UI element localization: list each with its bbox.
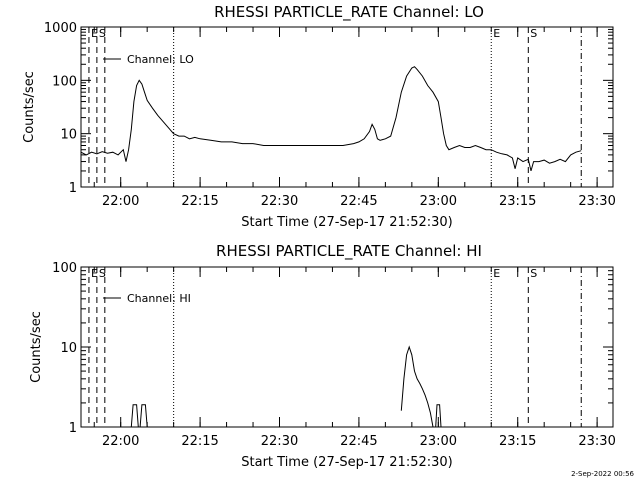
hi-x-tick-label: 22:15: [181, 434, 218, 449]
hi-y-tick-label: 1: [69, 421, 77, 436]
hi-x-axis-label: Start Time (27-Sep-17 21:52:30): [241, 455, 452, 470]
lo-x-tick-label: 22:45: [340, 194, 377, 209]
lo-chart-marks: 1 10 100 1000 22:00 22:15 22:30 22:45 23:00 23:15…: [44, 21, 616, 209]
lo-x-tick-label: 22:30: [261, 194, 298, 209]
hi-x-tick-label: 23:30: [578, 434, 615, 449]
hi-data-line-3: [435, 404, 442, 428]
hi-x-tick-label: 22:45: [340, 434, 377, 449]
lo-y-tick-label: 100: [52, 74, 77, 89]
lo-y-tick-label: 1000: [44, 21, 77, 36]
lo-channel-panel: RHESSI PARTICLE_RATE Channel: LO Counts/…: [22, 3, 616, 230]
hi-y-axis-label: Counts/sec: [29, 311, 44, 383]
lo-marker-label: S: [99, 27, 106, 40]
hi-y-tick-label: 100: [52, 261, 77, 276]
lo-x-tick-label: 23:30: [578, 194, 615, 209]
hi-plot-frame: [80, 266, 614, 428]
lo-marker-label: S: [530, 27, 537, 40]
lo-x-axis-label: Start Time (27-Sep-17 21:52:30): [241, 215, 452, 230]
lo-legend-label: Channel: LO: [127, 53, 194, 66]
hi-channel-panel: RHESSI PARTICLE_RATE Channel: HI Counts/…: [29, 242, 616, 470]
hi-chart-title: RHESSI PARTICLE_RATE Channel: HI: [216, 242, 482, 261]
lo-marker-label: E: [91, 27, 98, 40]
hi-y-tick-label: 10: [60, 341, 77, 356]
lo-data-line-0: [80, 66, 582, 172]
hi-x-tick-label: 23:15: [499, 434, 536, 449]
lo-y-tick-label: 10: [60, 128, 77, 143]
hi-x-tick-label: 22:00: [102, 434, 139, 449]
hi-data-line-0: [130, 404, 139, 428]
lo-x-tick-label: 23:00: [420, 194, 457, 209]
lo-x-tick-label: 22:00: [102, 194, 139, 209]
lo-y-tick-label: 1: [69, 181, 77, 196]
hi-legend-label: Channel: HI: [127, 292, 191, 305]
hi-x-tick-label: 23:00: [420, 434, 457, 449]
lo-y-axis-label: Counts/sec: [22, 71, 37, 143]
lo-x-tick-label: 23:15: [499, 194, 536, 209]
hi-chart-marks: 1 10 100 22:00 22:15 22:30 22:45 23:00 23:15 23:3…: [52, 261, 616, 449]
hi-data-line-1: [139, 404, 148, 428]
hi-marker-label: E: [91, 267, 98, 280]
hi-marker-label: S: [530, 267, 537, 280]
hi-data-line-2: [400, 345, 434, 428]
lo-chart-title: RHESSI PARTICLE_RATE Channel: LO: [214, 3, 484, 22]
lo-x-tick-label: 22:15: [181, 194, 218, 209]
hi-marker-label: E: [493, 267, 500, 280]
hi-x-tick-label: 22:30: [261, 434, 298, 449]
lo-plot-frame: [80, 26, 614, 188]
lo-marker-label: E: [493, 27, 500, 40]
footer-timestamp: 2-Sep-2022 00:56: [571, 470, 634, 478]
hi-marker-label: S: [99, 267, 106, 280]
